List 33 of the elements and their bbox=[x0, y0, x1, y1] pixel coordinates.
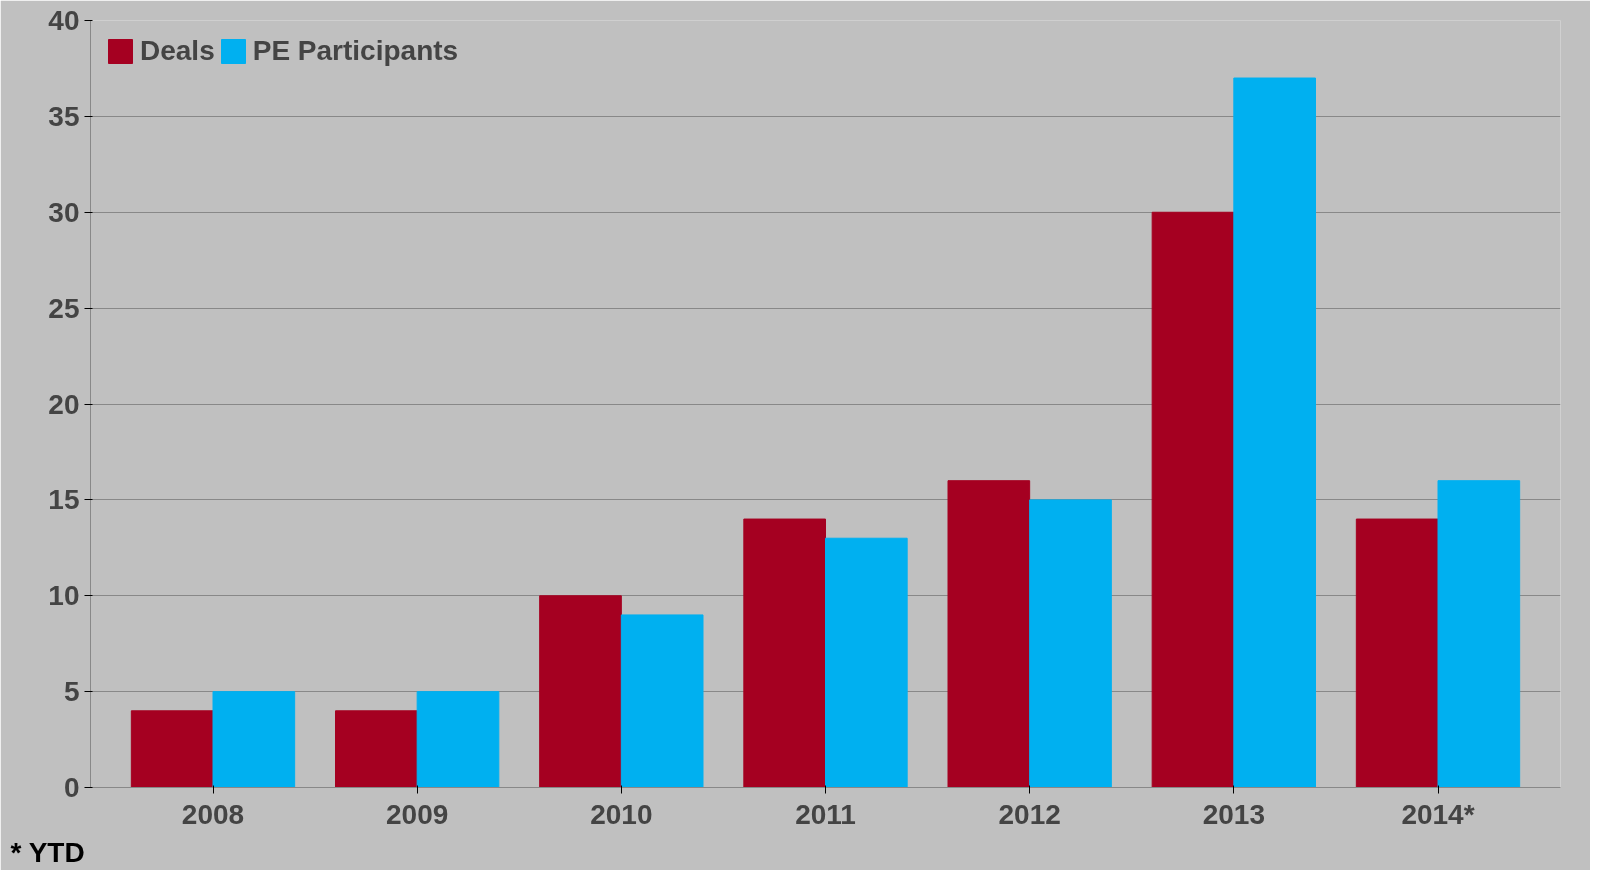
y-tick-label: 30 bbox=[48, 196, 80, 228]
x-tick-label: 2014* bbox=[1401, 798, 1475, 830]
bar bbox=[130, 710, 214, 788]
x-tick-label: 2008 bbox=[181, 798, 245, 830]
y-tick-label: 35 bbox=[48, 100, 80, 132]
legend-label: PE Participants bbox=[252, 35, 459, 67]
bar bbox=[539, 595, 622, 788]
x-tick-label: 2010 bbox=[590, 798, 653, 830]
y-tick-label: 10 bbox=[48, 580, 80, 612]
y-tick-label: 15 bbox=[48, 484, 80, 516]
x-tick-label: 2013 bbox=[1202, 798, 1265, 830]
y-tick-label: 5 bbox=[63, 676, 80, 708]
bar bbox=[1233, 77, 1316, 788]
x-tick-label: 2009 bbox=[386, 798, 449, 830]
x-tick-label: 2011 bbox=[795, 798, 856, 830]
y-tick-label: 20 bbox=[48, 388, 80, 420]
bar bbox=[825, 537, 908, 788]
text: * YTD bbox=[10, 837, 85, 868]
y-tick-label: 25 bbox=[48, 292, 80, 324]
bar bbox=[1437, 480, 1521, 788]
legend-label: Deals bbox=[140, 35, 215, 67]
bar bbox=[212, 691, 296, 788]
bar bbox=[1355, 518, 1439, 788]
bar bbox=[1151, 211, 1235, 788]
y-tick-label: 40 bbox=[48, 5, 80, 36]
bar bbox=[1029, 499, 1112, 788]
bar bbox=[743, 518, 826, 788]
bar bbox=[416, 691, 500, 788]
y-tick-label: 0 bbox=[63, 772, 80, 803]
x-tick-label: 2012 bbox=[998, 798, 1061, 830]
bar bbox=[620, 614, 704, 788]
bar bbox=[947, 480, 1031, 788]
bar bbox=[335, 710, 418, 788]
